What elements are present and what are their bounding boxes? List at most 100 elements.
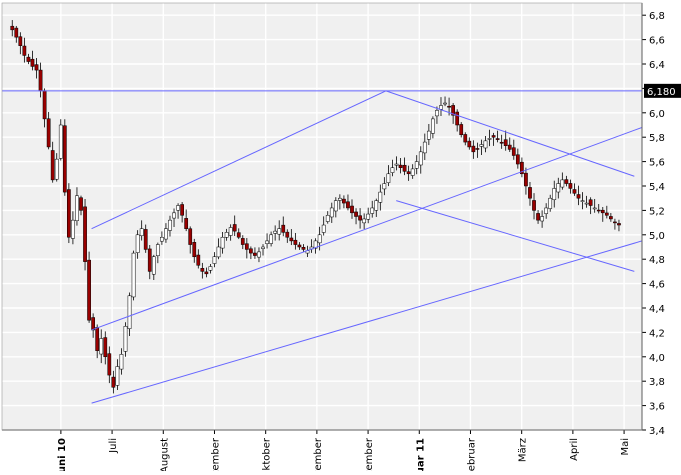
candle-body xyxy=(572,189,577,194)
candle-body xyxy=(244,243,249,250)
candle-body xyxy=(196,254,201,266)
candle-body xyxy=(552,188,557,201)
candle-body xyxy=(366,213,371,220)
candle-body xyxy=(79,197,83,211)
candle-body xyxy=(155,244,160,256)
candle-body xyxy=(503,139,508,146)
candle-body xyxy=(609,216,613,220)
candle-body xyxy=(281,224,286,233)
candle-body xyxy=(515,154,520,165)
candle-body xyxy=(261,246,265,249)
candle-body xyxy=(338,197,342,201)
candle-body xyxy=(83,206,87,262)
candle-body xyxy=(524,172,528,187)
candle-body xyxy=(277,228,282,235)
candle-body xyxy=(176,205,180,211)
trend-line xyxy=(91,90,387,230)
candle-body xyxy=(297,244,302,248)
candle-body xyxy=(208,266,213,271)
candle-body xyxy=(596,209,601,212)
candle-body xyxy=(362,218,367,224)
candle-body xyxy=(135,234,140,253)
candle-body xyxy=(50,150,55,181)
x-tick-label: August xyxy=(159,438,170,471)
candle-body xyxy=(204,271,209,275)
axes xyxy=(1,2,646,434)
candle-body xyxy=(30,58,35,67)
y-tick-label: 4,4 xyxy=(649,304,665,315)
grid-layer xyxy=(2,3,642,431)
candle-body xyxy=(329,207,334,218)
candle-body xyxy=(115,366,120,386)
candle-body xyxy=(62,125,67,193)
candle-body xyxy=(325,215,330,222)
x-tick-label: Juli xyxy=(108,438,119,454)
candle-body xyxy=(273,230,278,234)
y-tick-label: 4,2 xyxy=(649,328,665,339)
candle-body xyxy=(54,158,59,180)
candle-body xyxy=(46,118,51,148)
y-tick-label: 6,8 xyxy=(649,11,665,22)
candle-body xyxy=(370,207,375,214)
trend-line xyxy=(385,90,635,177)
y-tick-label: 3,6 xyxy=(649,402,665,413)
x-tick-label: Februar xyxy=(466,437,477,471)
candle-body xyxy=(188,228,193,245)
y-tick-label: 6,6 xyxy=(649,36,665,47)
candle-body xyxy=(317,234,322,244)
candle-body xyxy=(475,148,480,150)
candle-body xyxy=(617,223,621,226)
candle-body xyxy=(439,105,443,110)
candle-body xyxy=(398,164,403,168)
candle-body xyxy=(66,189,71,238)
candle-body xyxy=(18,36,23,46)
candle-body xyxy=(443,102,447,105)
candle-body xyxy=(192,242,197,258)
candle-body xyxy=(14,27,19,38)
candle-body xyxy=(487,138,492,140)
candle-body xyxy=(38,69,43,92)
x-tick-label: April xyxy=(569,438,580,461)
candle-body xyxy=(507,144,512,150)
candle-body xyxy=(528,187,532,199)
candle-body xyxy=(568,183,573,189)
candle-body xyxy=(499,141,504,144)
candle-body xyxy=(168,219,172,231)
candle-body xyxy=(588,199,593,206)
x-tick-label: Mai xyxy=(620,438,631,456)
x-tick-label: Juni 10 xyxy=(57,438,68,471)
y-tick-label: 4,0 xyxy=(649,353,665,364)
candle-body xyxy=(119,354,124,370)
candle-body xyxy=(216,246,221,258)
candle-body xyxy=(293,239,298,245)
candle-body xyxy=(147,248,152,272)
y-tick-label: 3,8 xyxy=(649,377,665,388)
candle-body xyxy=(378,191,383,203)
candle-body xyxy=(87,259,91,321)
candle-body xyxy=(390,167,395,173)
candle-body xyxy=(532,200,536,211)
candle-body xyxy=(564,179,569,184)
candle-body xyxy=(463,134,468,143)
candle-body xyxy=(143,229,148,250)
plot-border xyxy=(1,2,643,431)
candle-body xyxy=(576,194,581,199)
y-tick-label: 4,8 xyxy=(649,255,665,266)
x-tick-label: März xyxy=(518,438,529,462)
candle-body xyxy=(253,252,257,256)
candle-body xyxy=(479,144,484,147)
candle-body xyxy=(604,212,609,216)
candle-body xyxy=(540,216,544,222)
candle-body xyxy=(548,197,553,209)
candle-body xyxy=(224,232,229,238)
candle-body xyxy=(127,295,132,329)
candle-body xyxy=(580,200,585,202)
candle-body xyxy=(426,130,431,140)
candle-body xyxy=(333,200,338,212)
candle-body xyxy=(236,232,241,238)
candle-body xyxy=(10,25,15,31)
candle-body xyxy=(592,207,597,210)
candle-body xyxy=(99,338,104,355)
y-tick-label: 5,8 xyxy=(649,133,665,144)
candle-body xyxy=(418,151,423,166)
